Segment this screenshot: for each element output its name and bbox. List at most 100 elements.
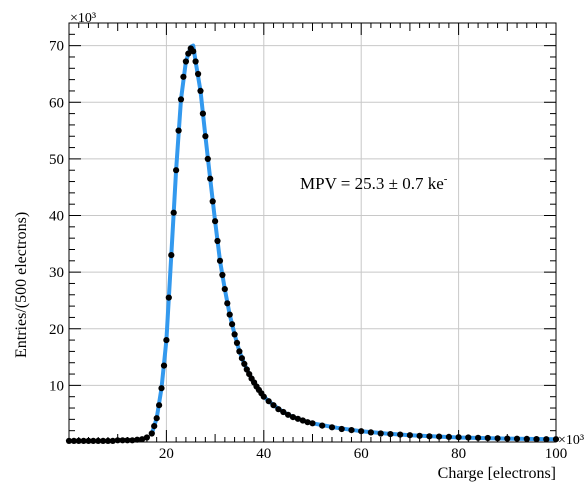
data-point bbox=[533, 436, 540, 443]
data-point bbox=[151, 423, 158, 430]
mpv-annotation: MPV = 25.3 ± 0.7 ke- bbox=[300, 173, 448, 193]
data-point bbox=[260, 393, 267, 400]
data-point bbox=[241, 360, 248, 367]
data-point bbox=[406, 432, 413, 439]
data-point bbox=[195, 70, 202, 78]
data-point bbox=[153, 415, 160, 422]
data-point bbox=[104, 437, 112, 444]
fit-curve-line bbox=[149, 43, 557, 442]
data-point bbox=[190, 48, 197, 55]
data-point bbox=[270, 402, 277, 409]
data-point bbox=[202, 133, 209, 140]
mpv-annotation-superscript: - bbox=[444, 173, 448, 185]
data-point bbox=[185, 50, 192, 57]
axis-ticks bbox=[68, 22, 557, 443]
data-point bbox=[475, 434, 482, 441]
data-point bbox=[285, 411, 292, 418]
data-point bbox=[204, 155, 211, 162]
data-point bbox=[214, 237, 221, 245]
x-tick-label: 40 bbox=[256, 446, 271, 462]
plot-frame bbox=[68, 22, 557, 443]
y-tick-label: 10 bbox=[49, 378, 64, 394]
data-point bbox=[170, 209, 177, 216]
data-point bbox=[289, 414, 297, 421]
data-point bbox=[229, 321, 236, 328]
data-point bbox=[397, 431, 404, 438]
data-point bbox=[100, 437, 107, 444]
data-point bbox=[299, 417, 306, 424]
data-point bbox=[207, 175, 214, 182]
data-point bbox=[243, 366, 250, 373]
data-point bbox=[148, 430, 155, 437]
data-point bbox=[221, 286, 228, 293]
data-point bbox=[445, 433, 452, 440]
data-point bbox=[319, 422, 326, 429]
data-point bbox=[173, 167, 180, 174]
data-point bbox=[109, 437, 116, 444]
data-point bbox=[426, 433, 433, 440]
data-point bbox=[139, 436, 146, 443]
data-point bbox=[114, 437, 121, 444]
y-tick-label: 50 bbox=[49, 152, 64, 168]
data-point bbox=[209, 198, 216, 205]
data-point bbox=[134, 436, 141, 443]
data-point bbox=[70, 437, 77, 444]
data-point bbox=[309, 420, 316, 427]
data-point bbox=[377, 430, 384, 437]
y-tick-label: 60 bbox=[49, 95, 64, 111]
data-point bbox=[197, 87, 204, 94]
data-point bbox=[416, 432, 423, 439]
data-point bbox=[182, 58, 189, 65]
data-points-group bbox=[65, 45, 560, 444]
data-point bbox=[163, 337, 170, 344]
data-point bbox=[494, 435, 501, 442]
data-point bbox=[387, 431, 394, 438]
data-point bbox=[455, 434, 462, 441]
data-point bbox=[90, 437, 97, 444]
x-multiplier: ×10³ bbox=[558, 433, 584, 448]
data-point bbox=[216, 257, 224, 264]
data-point bbox=[358, 428, 365, 435]
data-point bbox=[129, 437, 136, 444]
y-tick-label: 20 bbox=[49, 322, 64, 338]
data-point bbox=[265, 398, 272, 405]
data-point bbox=[484, 434, 491, 442]
x-tick-label: 100 bbox=[545, 446, 568, 462]
data-point bbox=[177, 96, 185, 103]
data-point bbox=[552, 436, 560, 443]
data-point bbox=[338, 425, 345, 433]
data-point bbox=[143, 434, 150, 441]
data-point bbox=[275, 406, 282, 413]
fit-curve-group bbox=[149, 43, 557, 442]
x-tick-label: 20 bbox=[159, 446, 174, 462]
mpv-annotation-text: MPV = 25.3 ± 0.7 ke bbox=[300, 174, 444, 193]
data-point bbox=[523, 435, 530, 442]
data-point bbox=[348, 427, 355, 434]
data-point bbox=[160, 362, 168, 369]
data-point bbox=[238, 355, 245, 362]
data-point bbox=[192, 58, 199, 65]
data-point bbox=[180, 73, 187, 80]
data-point bbox=[513, 435, 521, 442]
x-tick-label: 80 bbox=[451, 446, 466, 462]
data-point bbox=[219, 271, 226, 279]
data-point bbox=[80, 437, 87, 444]
data-point bbox=[436, 433, 443, 440]
y-multiplier: ×10³ bbox=[70, 11, 96, 26]
data-point bbox=[231, 331, 238, 338]
y-tick-label: 70 bbox=[49, 39, 64, 55]
x-tick-label: 60 bbox=[354, 446, 369, 462]
data-point bbox=[75, 437, 82, 444]
data-point bbox=[465, 434, 472, 441]
data-point bbox=[543, 436, 550, 443]
data-point bbox=[124, 437, 131, 444]
y-axis-title: Entries/(500 electrons) bbox=[13, 212, 30, 358]
data-point bbox=[85, 437, 92, 444]
data-point bbox=[226, 311, 233, 318]
x-axis-title: Charge [electrons] bbox=[438, 465, 556, 482]
data-point bbox=[165, 294, 172, 301]
grid-lines bbox=[69, 23, 557, 442]
data-point bbox=[236, 348, 243, 355]
data-point bbox=[504, 435, 511, 442]
